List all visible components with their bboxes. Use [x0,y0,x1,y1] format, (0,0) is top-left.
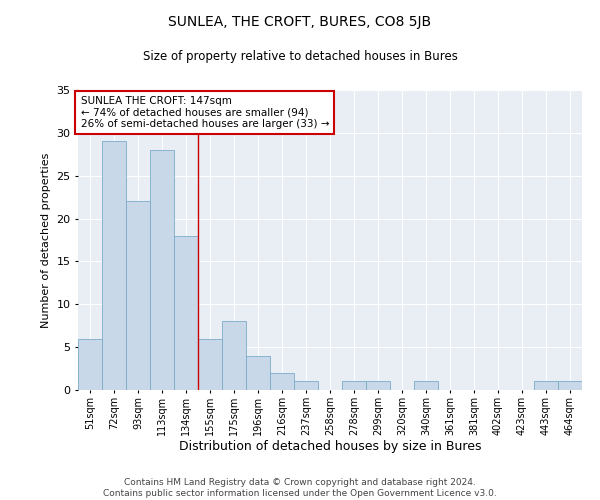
Bar [414,382,438,390]
Text: SUNLEA THE CROFT: 147sqm
← 74% of detached houses are smaller (94)
26% of semi-d: SUNLEA THE CROFT: 147sqm ← 74% of detach… [80,96,329,129]
Bar [294,382,318,390]
X-axis label: Distribution of detached houses by size in Bures: Distribution of detached houses by size … [179,440,481,454]
Bar [342,382,366,390]
Bar [126,202,150,390]
Bar [270,373,294,390]
Text: SUNLEA, THE CROFT, BURES, CO8 5JB: SUNLEA, THE CROFT, BURES, CO8 5JB [169,15,431,29]
Bar [174,236,198,390]
Bar [150,150,174,390]
Bar [534,382,558,390]
Bar [198,338,222,390]
Bar [222,322,246,390]
Bar [102,142,126,390]
Bar [558,382,582,390]
Bar [78,338,102,390]
Y-axis label: Number of detached properties: Number of detached properties [41,152,50,328]
Text: Size of property relative to detached houses in Bures: Size of property relative to detached ho… [143,50,457,63]
Bar [246,356,270,390]
Text: Contains HM Land Registry data © Crown copyright and database right 2024.
Contai: Contains HM Land Registry data © Crown c… [103,478,497,498]
Bar [366,382,390,390]
